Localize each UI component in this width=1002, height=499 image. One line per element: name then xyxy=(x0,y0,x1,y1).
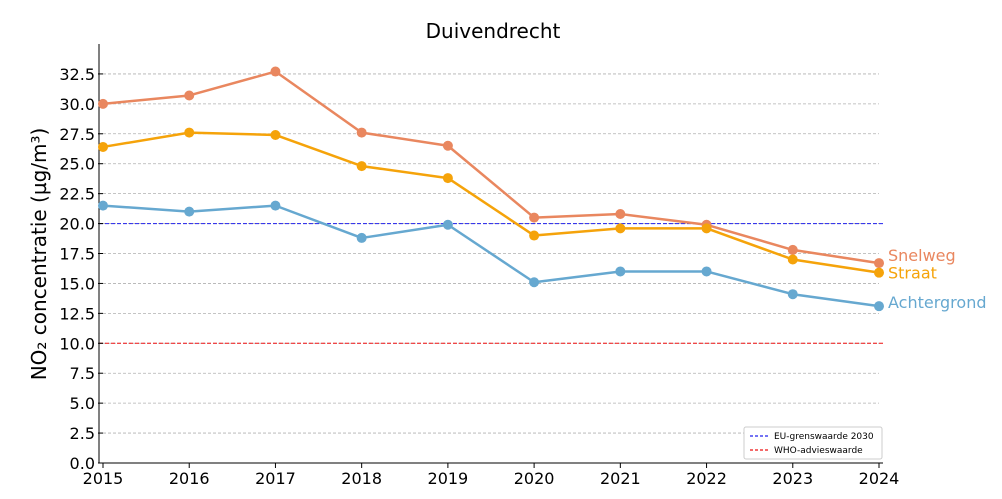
y-tick-label: 30.0 xyxy=(59,95,95,114)
data-point xyxy=(442,173,453,184)
data-point xyxy=(442,140,453,151)
y-tick-label: 12.5 xyxy=(59,304,95,323)
x-tick-label: 2020 xyxy=(514,469,555,488)
data-point xyxy=(787,289,798,300)
data-point xyxy=(874,258,884,269)
legend-entry: WHO-advieswaarde xyxy=(774,446,863,456)
data-point xyxy=(184,90,195,101)
x-tick-label: 2021 xyxy=(600,469,641,488)
data-point xyxy=(270,129,281,140)
y-tick-label: 7.5 xyxy=(70,364,95,383)
data-point xyxy=(98,141,108,152)
y-tick-label: 22.5 xyxy=(59,185,95,204)
data-point xyxy=(356,232,367,243)
data-point xyxy=(701,223,712,234)
data-point xyxy=(98,200,108,211)
x-tick-label: 2018 xyxy=(341,469,382,488)
x-tick-label: 2019 xyxy=(428,469,469,488)
y-tick-label: 17.5 xyxy=(59,245,95,264)
y-tick-label: 20.0 xyxy=(59,215,95,234)
y-tick-label: 10.0 xyxy=(59,334,95,353)
data-point xyxy=(529,212,540,223)
data-point xyxy=(529,230,540,241)
x-tick-label: 2022 xyxy=(686,469,727,488)
data-point xyxy=(270,66,281,77)
y-tick-label: 25.0 xyxy=(59,155,95,174)
legend: EU-grenswaarde 2030 WHO-advieswaarde xyxy=(743,426,883,460)
x-tick-label: 2023 xyxy=(772,469,813,488)
data-point xyxy=(184,127,195,138)
y-axis-label: NO₂ concentratie (µg/m³) xyxy=(27,128,51,381)
series-end-label: Achtergrond xyxy=(888,293,986,312)
data-point xyxy=(442,219,453,230)
data-point xyxy=(356,161,367,172)
legend-box xyxy=(743,426,883,460)
y-tick-label: 15.0 xyxy=(59,274,95,293)
y-tick-label: 32.5 xyxy=(59,65,95,84)
legend-entry: EU-grenswaarde 2030 xyxy=(774,432,874,442)
x-tick-label: 2016 xyxy=(169,469,210,488)
data-point xyxy=(787,244,798,255)
x-tick-label: 2015 xyxy=(83,469,124,488)
series-end-label: Snelweg xyxy=(888,246,956,265)
series-line xyxy=(102,204,880,308)
series xyxy=(98,66,884,312)
data-point xyxy=(615,208,626,219)
y-tick-label: 27.5 xyxy=(59,125,95,144)
series-line xyxy=(102,131,880,274)
x-tick-label: 2017 xyxy=(255,469,296,488)
y-tick-label: 2.5 xyxy=(70,424,95,443)
data-point xyxy=(184,206,195,217)
series-end-label: Straat xyxy=(888,264,937,283)
data-point xyxy=(270,200,281,211)
data-point xyxy=(98,98,108,109)
data-point xyxy=(874,301,884,312)
series-line xyxy=(102,70,880,265)
axes: 0.0 2.5 5.0 7.5 10.0 12.5 15.0 17.5 20.0 22.5 25.0… xyxy=(59,44,899,488)
y-tick-label: 0.0 xyxy=(70,454,95,473)
x-tick-label: 2024 xyxy=(859,469,900,488)
data-point xyxy=(615,223,626,234)
data-point xyxy=(356,127,367,138)
reference-lines xyxy=(99,223,883,344)
data-point xyxy=(874,267,884,278)
y-tick-label: 5.0 xyxy=(70,394,95,413)
chart-title: Duivendrecht xyxy=(426,19,561,43)
data-point xyxy=(787,254,798,265)
data-point xyxy=(529,277,540,288)
data-point xyxy=(615,266,626,277)
data-point xyxy=(701,266,712,277)
